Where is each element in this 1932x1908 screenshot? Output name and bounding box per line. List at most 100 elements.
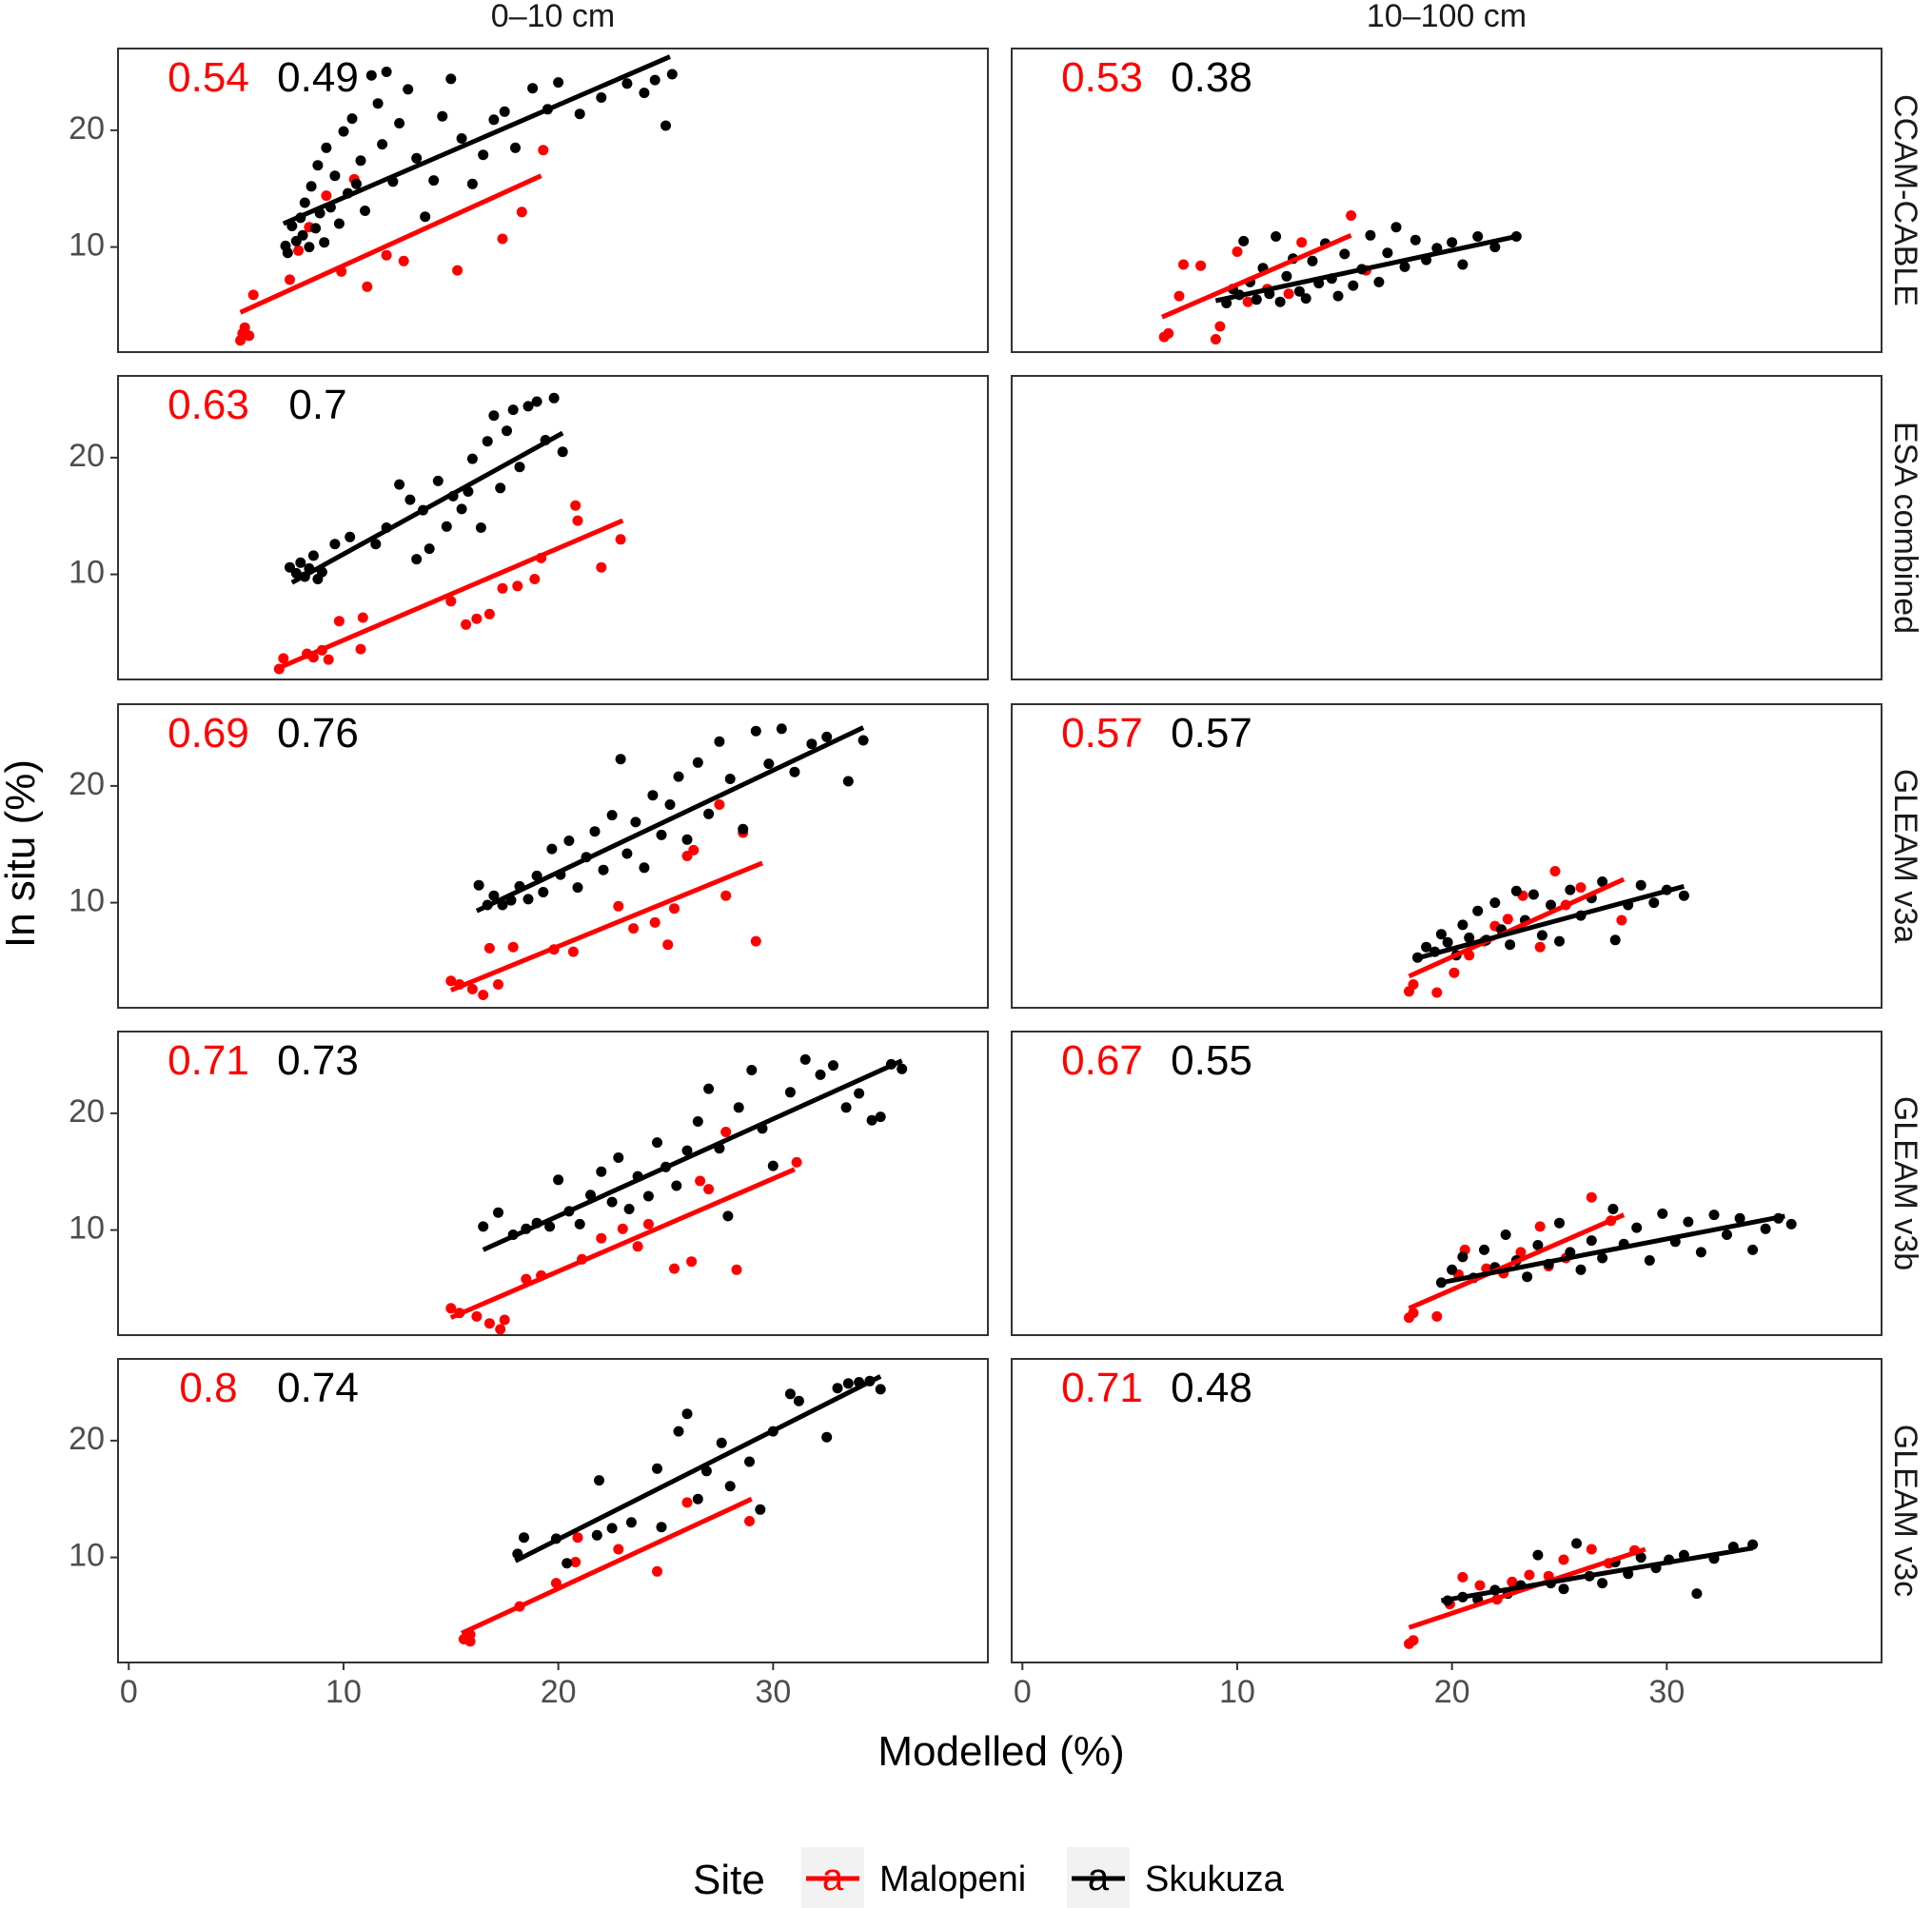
point-skukuza-36 [821, 731, 833, 742]
point-malopeni-3 [483, 1318, 495, 1329]
point-skukuza-3 [1238, 235, 1250, 246]
point-skukuza-10 [1281, 270, 1292, 282]
point-skukuza-28 [507, 404, 519, 416]
point-skukuza-34 [557, 446, 568, 458]
point-skukuza-8 [538, 887, 549, 897]
fit-line-malopeni [278, 518, 624, 670]
point-malopeni-19 [791, 1156, 802, 1168]
point-skukuza-0 [1412, 952, 1423, 963]
y-tick-label: 20 [69, 438, 105, 474]
corr-label-malopeni: 0.57 [1061, 710, 1143, 757]
point-skukuza-20 [1657, 1208, 1668, 1219]
point-skukuza-24 [733, 1102, 744, 1113]
point-malopeni-3 [1457, 1571, 1469, 1583]
point-malopeni-17 [572, 515, 583, 526]
point-skukuza-22 [832, 1383, 843, 1394]
point-skukuza-15 [1597, 1252, 1608, 1264]
point-malopeni-7 [1502, 914, 1513, 925]
point-skukuza-7 [304, 242, 315, 253]
point-malopeni-6 [333, 616, 345, 627]
point-skukuza-23 [475, 522, 486, 533]
point-skukuza-31 [1457, 259, 1469, 270]
point-skukuza-25 [681, 834, 693, 845]
point-skukuza-21 [821, 1431, 833, 1443]
legend-label-malopeni: Malopeni [879, 1859, 1026, 1899]
point-skukuza-12 [692, 1493, 703, 1505]
point-skukuza-3 [562, 1558, 573, 1569]
point-malopeni-11 [649, 916, 660, 928]
point-malopeni-15 [529, 574, 541, 584]
point-malopeni-12 [1575, 882, 1587, 894]
corr-label-malopeni: 0.69 [168, 710, 249, 757]
point-skukuza-14 [716, 1437, 727, 1448]
point-skukuza-13 [623, 1204, 635, 1214]
point-skukuza-15 [329, 170, 341, 182]
point-skukuza-35 [806, 738, 818, 750]
point-skukuza-31 [420, 211, 431, 223]
point-skukuza-9 [546, 843, 558, 855]
point-skukuza-23 [1609, 934, 1621, 946]
point-skukuza-23 [1373, 276, 1385, 287]
point-skukuza-12 [613, 1152, 624, 1163]
point-skukuza-8 [1472, 905, 1484, 916]
point-malopeni-13 [669, 1263, 680, 1274]
corr-label-malopeni: 0.71 [168, 1037, 249, 1084]
point-skukuza-15 [598, 864, 609, 875]
y-tick-label: 10 [69, 1210, 105, 1247]
point-malopeni-15 [695, 1175, 706, 1187]
point-skukuza-22 [1365, 229, 1376, 241]
point-skukuza-25 [1722, 1229, 1732, 1240]
point-skukuza-25 [1635, 879, 1646, 891]
point-skukuza-23 [365, 69, 377, 81]
y-tick-label: 10 [69, 555, 105, 591]
point-skukuza-19 [784, 1388, 796, 1400]
corr-label-skukuza: 0.48 [1171, 1365, 1252, 1411]
point-skukuza-37 [842, 776, 854, 787]
point-malopeni-14 [512, 580, 523, 592]
point-skukuza-44 [574, 108, 585, 120]
x-axis-title: Modelled (%) [877, 1728, 1124, 1775]
column-strip-label-10-100cm: 10–100 cm [1367, 0, 1527, 34]
point-skukuza-30 [738, 823, 749, 835]
point-skukuza-2 [1457, 1251, 1469, 1263]
point-skukuza-19 [1565, 884, 1576, 895]
point-skukuza-22 [656, 829, 667, 840]
point-skukuza-33 [548, 392, 560, 403]
point-skukuza-11 [606, 1196, 618, 1208]
point-skukuza-30 [1447, 237, 1458, 248]
point-skukuza-29 [514, 462, 525, 473]
x-tick-label: 10 [1219, 1674, 1255, 1710]
x-tick-label: 20 [1434, 1674, 1470, 1710]
column-strip-label-0-10cm: 0–10 cm [491, 0, 615, 34]
point-skukuza-6 [522, 894, 534, 905]
point-malopeni-16 [516, 207, 527, 218]
point-skukuza-1 [1421, 941, 1432, 953]
x-tick-label: 0 [1014, 1674, 1032, 1710]
point-skukuza-18 [621, 848, 633, 859]
point-malopeni-19 [750, 935, 761, 947]
point-malopeni-9 [1534, 941, 1546, 953]
point-skukuza-0 [478, 1221, 489, 1232]
point-skukuza-26 [381, 67, 392, 77]
point-skukuza-11 [1554, 1217, 1565, 1229]
point-skukuza-25 [1390, 222, 1402, 233]
point-skukuza-26 [1399, 261, 1410, 272]
point-malopeni-17 [538, 145, 549, 156]
corr-label-malopeni: 0.63 [168, 382, 249, 428]
panel-frame-r3-c1 [1011, 1031, 1883, 1336]
point-skukuza-28 [1760, 1223, 1771, 1234]
point-skukuza-25 [746, 1065, 758, 1075]
point-skukuza-7 [625, 1517, 637, 1528]
point-skukuza-18 [1332, 290, 1344, 302]
point-skukuza-13 [1510, 885, 1522, 896]
point-skukuza-4 [1442, 936, 1453, 948]
point-skukuza-36 [466, 178, 478, 189]
point-malopeni-10 [461, 619, 472, 630]
point-skukuza-47 [639, 88, 650, 99]
point-skukuza-17 [755, 1504, 766, 1515]
point-skukuza-10 [673, 1426, 684, 1437]
point-skukuza-16 [652, 1137, 662, 1149]
point-skukuza-1 [493, 1207, 503, 1218]
corr-label-malopeni: 0.53 [1061, 54, 1143, 101]
point-malopeni-1 [1408, 979, 1419, 990]
